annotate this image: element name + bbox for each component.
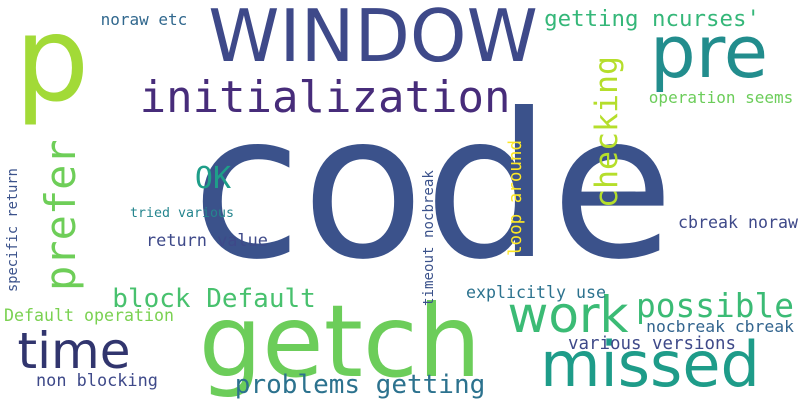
word-default-operation: Default operation: [4, 305, 174, 325]
word-getch: getch: [198, 283, 482, 400]
word-timeout-nocbreak: timeout nocbreak: [420, 170, 437, 306]
word-noraw-etc: noraw etc: [100, 10, 188, 29]
word-pre: pre: [650, 10, 769, 94]
word-block-default: block Default: [112, 284, 316, 314]
word-time: time: [17, 322, 131, 380]
word-checking: checking: [589, 56, 626, 208]
word-p: p: [14, 0, 90, 128]
word-problems-getting: problems getting: [234, 370, 486, 400]
word-tried-various: tried various: [130, 206, 234, 222]
word-window: WINDOW: [208, 0, 538, 78]
word-non-blocking: non blocking: [36, 369, 158, 390]
word-loop-around: loop around: [506, 140, 527, 256]
word-various-versions: various versions: [568, 334, 736, 355]
word-return-value: return value: [146, 229, 268, 250]
word-prefer: prefer: [36, 139, 85, 291]
word-possible: possible: [636, 286, 794, 325]
word-specific-return: specific return: [5, 168, 22, 292]
word-getting-ncurses: getting ncurses': [544, 5, 760, 32]
word-operation-seems: operation seems: [648, 88, 794, 107]
word-missed: missed: [540, 328, 760, 400]
word-ok: OK: [194, 161, 232, 196]
word-code: code: [191, 71, 675, 304]
word-nocbreak-cbreak: nocbreak cbreak: [646, 316, 794, 336]
word-initialization: initialization: [139, 72, 511, 123]
word-explicitly-use: explicitly use: [466, 282, 606, 302]
word-work: work: [507, 286, 629, 344]
word-cbreak-noraw: cbreak noraw: [678, 212, 798, 232]
